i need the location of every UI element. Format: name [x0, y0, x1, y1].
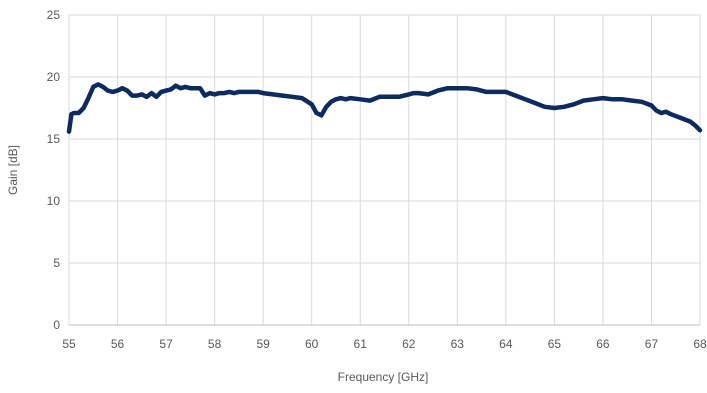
tick-labels: 0 5 10 15 20 25 55 56 57 58 59 60 61 62 63 64 65 66 67 68	[47, 8, 707, 351]
x-tick-label: 67	[645, 337, 659, 351]
x-tick-label: 61	[354, 337, 368, 351]
x-tick-label: 68	[693, 337, 707, 351]
series-layer	[66, 82, 703, 134]
x-tick-label: 55	[62, 337, 76, 351]
x-tick-label: 64	[499, 337, 513, 351]
y-tick-label: 25	[47, 8, 61, 22]
y-tick-label: 15	[47, 132, 61, 146]
x-tick-label: 63	[451, 337, 465, 351]
x-tick-label: 57	[159, 337, 173, 351]
series-line-0	[66, 82, 703, 134]
y-tick-label: 0	[53, 318, 60, 332]
x-tick-label: 62	[402, 337, 416, 351]
x-tick-label: 66	[596, 337, 610, 351]
x-tick-label: 58	[208, 337, 222, 351]
x-tick-label: 56	[111, 337, 125, 351]
y-tick-label: 5	[53, 256, 60, 270]
y-tick-label: 20	[47, 70, 61, 84]
y-axis-label: Gain [dB]	[6, 145, 20, 195]
x-axis-label: Frequency [GHz]	[338, 370, 429, 384]
y-tick-label: 10	[47, 194, 61, 208]
x-tick-label: 60	[305, 337, 319, 351]
x-tick-label: 59	[256, 337, 270, 351]
x-tick-label: 65	[548, 337, 562, 351]
gridlines	[68, 14, 701, 325]
